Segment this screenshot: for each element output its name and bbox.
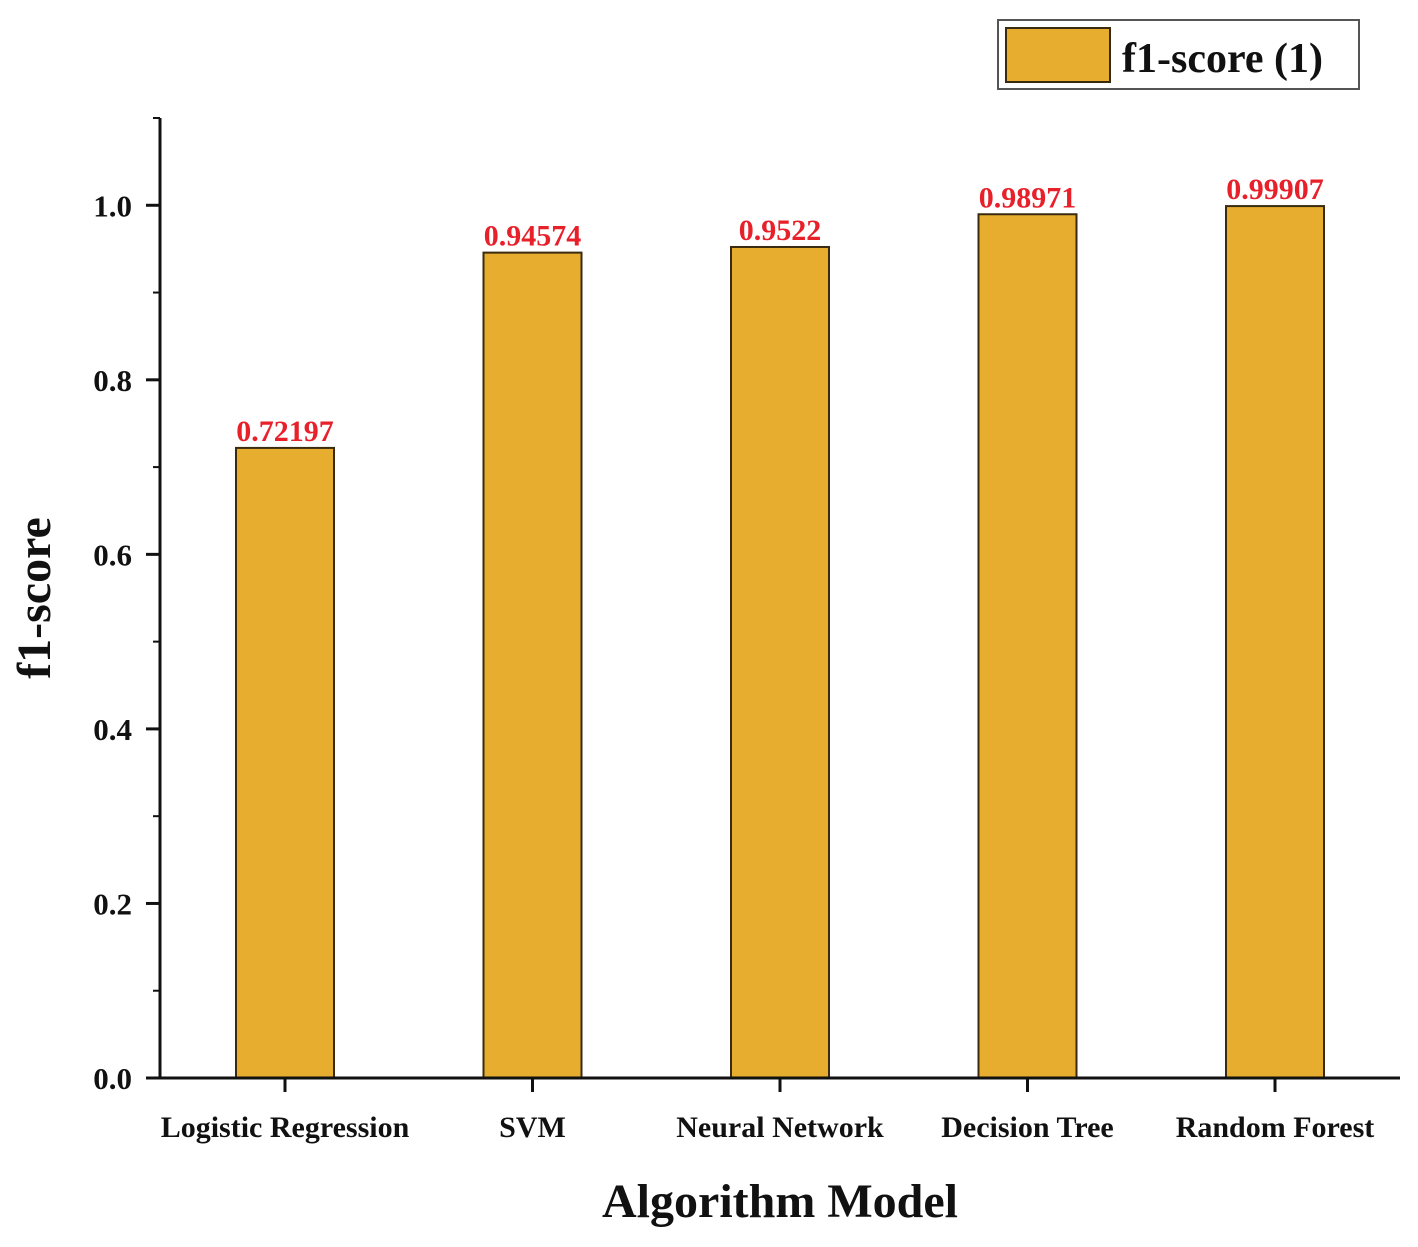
bar-svm (482, 251, 583, 1080)
y-tick-label: 0.6 (93, 537, 132, 572)
data-label: 0.72197 (236, 415, 334, 448)
x-category-label: Decision Tree (941, 1111, 1113, 1144)
y-axis-title: f1-score (8, 517, 61, 679)
bar-series (235, 205, 1325, 1080)
x-category-label: Random Forest (1176, 1111, 1375, 1144)
data-label: 0.9522 (739, 214, 822, 247)
legend: f1-score (1) (997, 19, 1360, 90)
y-tick-label: 0.4 (93, 712, 132, 747)
bar-neural-network (730, 245, 830, 1080)
x-axis-title: Algorithm Model (602, 1175, 958, 1228)
bar-decision-tree (977, 213, 1078, 1079)
bar-logistic-regression (235, 446, 335, 1079)
x-category-label: Logistic Regression (161, 1111, 410, 1144)
y-tick-label: 0.8 (93, 363, 132, 398)
y-tick-label: 0.2 (93, 886, 132, 921)
y-axis-ticks: 0.0 0.2 0.4 0.6 0.8 1.0 (93, 117, 160, 1096)
data-label: 0.99907 (1226, 173, 1324, 206)
y-tick-label: 1.0 (93, 188, 132, 223)
legend-label: f1-score (1) (1122, 36, 1323, 82)
x-category-label: SVM (499, 1111, 566, 1144)
x-category-label: Neural Network (676, 1111, 884, 1144)
data-label: 0.94574 (484, 220, 582, 253)
data-label: 0.98971 (979, 181, 1077, 214)
data-labels: 0.72197 0.94574 0.9522 0.98971 0.99907 (236, 173, 1324, 448)
bar-random-forest (1225, 205, 1325, 1080)
y-tick-label: 0.0 (93, 1061, 132, 1096)
legend-swatch (1005, 27, 1111, 83)
x-axis-ticks: Logistic Regression SVM Neural Network Deci… (161, 1078, 1375, 1144)
